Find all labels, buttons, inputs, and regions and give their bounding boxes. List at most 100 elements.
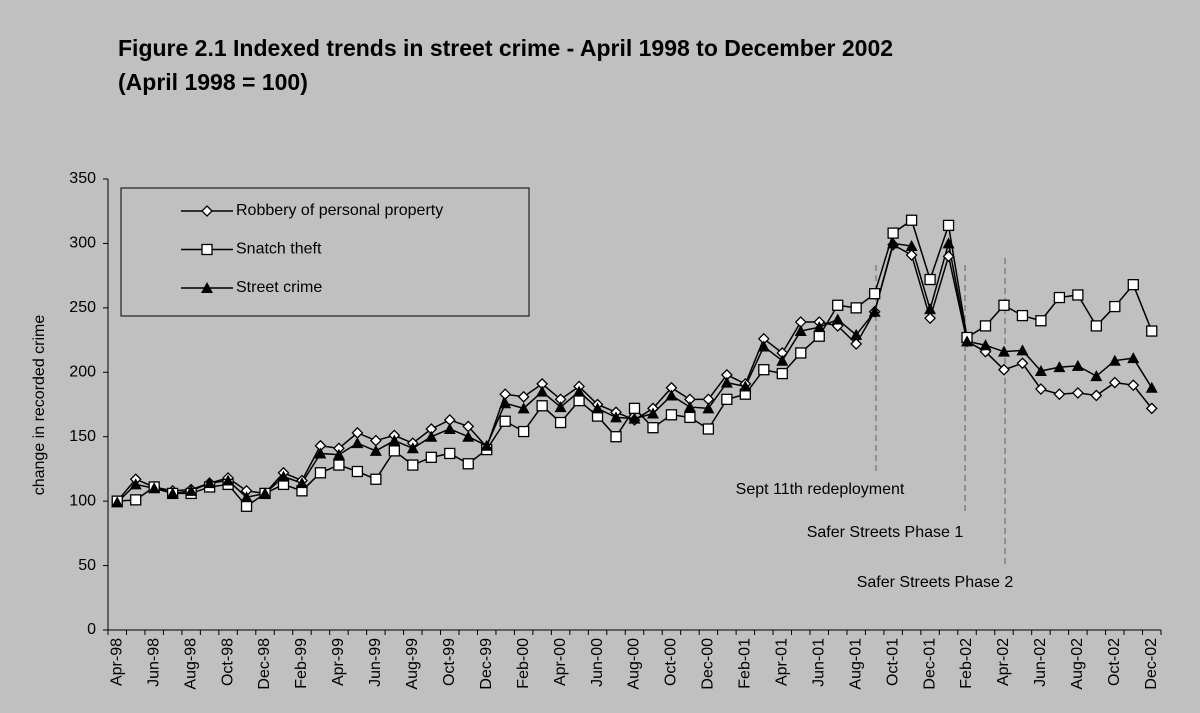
x-tick-label: Oct-02 — [1106, 638, 1123, 686]
x-tick-label: Aug-98 — [182, 638, 199, 690]
marker-triangle — [369, 444, 382, 456]
marker-square — [924, 273, 936, 286]
marker-diamond — [517, 390, 530, 403]
x-tick-label: Aug-01 — [847, 638, 864, 690]
marker-square — [573, 394, 585, 407]
marker-triangle — [1053, 361, 1066, 373]
legend-marker — [201, 282, 213, 293]
marker-triangle — [295, 477, 308, 489]
y-tick-label: 250 — [69, 299, 96, 316]
annotation: Safer Streets Phase 2 — [857, 574, 1014, 591]
chart-title: (April 1998 = 100) — [118, 69, 308, 95]
marker-triangle — [480, 439, 493, 451]
marker-triangle — [240, 491, 253, 503]
x-tick-label: Aug-00 — [626, 638, 643, 690]
marker-triangle — [628, 412, 641, 424]
y-tick-label: 200 — [69, 364, 96, 381]
marker-triangle — [111, 496, 124, 508]
x-tick-label: Oct-98 — [219, 638, 236, 686]
x-tick-label: Feb-00 — [515, 638, 532, 689]
marker-triangle — [591, 402, 604, 414]
x-tick-label: Dec-02 — [1143, 638, 1160, 690]
y-tick-label: 100 — [69, 492, 96, 509]
x-tick-label: Feb-02 — [958, 638, 975, 689]
legend-box — [120, 187, 530, 317]
marker-diamond — [1035, 383, 1047, 395]
legend-label: Robbery of personal property — [236, 202, 443, 219]
marker-triangle — [813, 321, 826, 333]
marker-triangle — [259, 487, 272, 499]
marker-triangle — [554, 401, 567, 413]
marker-square — [887, 227, 899, 239]
y-tick-label: 50 — [78, 557, 96, 574]
marker-square — [425, 451, 437, 463]
marker-square — [795, 347, 807, 359]
marker-triangle — [702, 402, 715, 414]
marker-diamond — [905, 249, 918, 261]
marker-square — [240, 500, 253, 512]
marker-square — [1053, 291, 1066, 304]
marker-square — [905, 214, 918, 226]
marker-square — [832, 299, 844, 311]
marker-square — [610, 431, 622, 443]
marker-square — [1072, 289, 1084, 301]
x-tick-label: Apr-00 — [552, 638, 569, 686]
marker-triangle — [610, 411, 623, 423]
marker-square — [130, 494, 142, 506]
marker-square — [444, 447, 456, 460]
marker-square — [333, 459, 345, 471]
marker-square — [1109, 300, 1121, 313]
y-tick-label: 350 — [69, 170, 96, 187]
marker-diamond — [998, 363, 1010, 376]
marker-diamond — [1016, 357, 1029, 370]
marker-triangle — [739, 380, 752, 392]
marker-triangle — [905, 240, 918, 252]
marker-triangle — [129, 478, 142, 490]
annotation: Safer Streets Phase 1 — [807, 524, 964, 541]
marker-square — [702, 423, 715, 435]
x-tick-label: Oct-99 — [441, 638, 458, 686]
chart-title: Figure 2.1 Indexed trends in street crim… — [118, 35, 893, 61]
marker-diamond — [924, 312, 936, 325]
marker-triangle — [222, 474, 235, 486]
marker-square — [869, 288, 881, 300]
marker-triangle — [1016, 344, 1029, 356]
x-tick-label: Oct-01 — [884, 638, 901, 686]
marker-square — [351, 465, 364, 478]
marker-triangle — [665, 389, 678, 401]
marker-square — [1016, 309, 1029, 322]
y-tick-label: 0 — [87, 621, 96, 638]
marker-triangle — [203, 477, 216, 489]
marker-triangle — [831, 313, 844, 325]
legend-label: Snatch theft — [236, 241, 322, 258]
marker-triangle — [536, 385, 549, 397]
x-tick-label: Oct-00 — [663, 638, 680, 686]
marker-triangle — [425, 430, 438, 442]
marker-triangle — [1145, 381, 1158, 393]
marker-square — [776, 367, 788, 380]
marker-triangle — [185, 484, 198, 496]
x-tick-label: Apr-99 — [330, 638, 347, 686]
x-tick-label: Jun-99 — [367, 638, 384, 687]
marker-square — [1127, 279, 1139, 291]
marker-square — [314, 467, 327, 479]
marker-square — [499, 415, 511, 427]
x-tick-label: Jun-00 — [589, 638, 606, 687]
marker-triangle — [1071, 359, 1084, 371]
marker-square — [462, 458, 474, 470]
marker-triangle — [1108, 354, 1121, 366]
x-tick-label: Jun-98 — [145, 638, 162, 687]
marker-triangle — [573, 385, 586, 397]
marker-triangle — [148, 482, 161, 494]
marker-triangle — [997, 345, 1010, 357]
marker-triangle — [924, 303, 937, 315]
marker-square — [850, 302, 862, 314]
marker-square — [758, 364, 770, 376]
marker-triangle — [757, 340, 770, 352]
marker-diamond — [850, 338, 863, 350]
marker-diamond — [1145, 402, 1158, 415]
annotation: Sept 11th redeployment — [736, 481, 905, 498]
marker-square — [407, 459, 419, 471]
